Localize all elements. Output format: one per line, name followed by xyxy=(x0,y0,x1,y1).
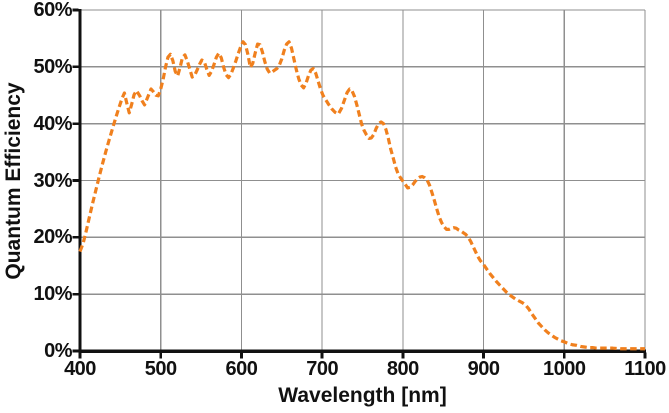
y-tick-label: 0% xyxy=(44,340,72,362)
x-tick-label: 800 xyxy=(386,358,419,380)
x-tick-label: 1100 xyxy=(624,358,666,380)
y-tick-label: 60% xyxy=(33,0,72,21)
y-tick-label: 20% xyxy=(33,226,72,249)
qe-curve-plot xyxy=(72,8,647,359)
x-tick-label: 1000 xyxy=(543,358,586,380)
qe-series-curve xyxy=(78,40,645,351)
x-tick-label: 600 xyxy=(225,358,258,380)
y-tick-label: 50% xyxy=(33,55,72,78)
x-tick-label: 700 xyxy=(306,358,339,380)
x-tick-label: 400 xyxy=(64,358,96,380)
y-tick-label: 40% xyxy=(33,112,72,135)
plot-area xyxy=(72,8,647,359)
x-axis-title: Wavelength [nm] xyxy=(278,384,447,407)
y-tick-label: 10% xyxy=(33,283,72,306)
x-tick-label: 900 xyxy=(467,358,500,380)
x-tick-label: 500 xyxy=(144,358,177,380)
y-tick-label: 30% xyxy=(33,169,72,192)
